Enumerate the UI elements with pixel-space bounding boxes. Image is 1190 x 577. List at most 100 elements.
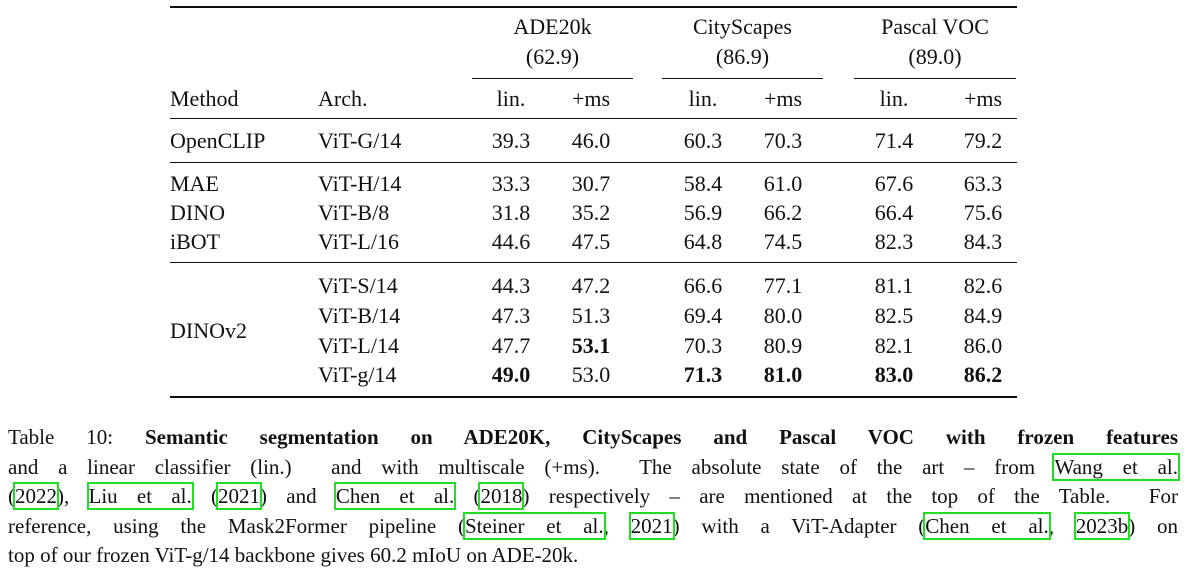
score: 47.2 [571, 273, 611, 298]
score: 35.2 [571, 200, 611, 225]
score: 47.5 [571, 229, 611, 254]
score: 86.0 [963, 333, 1003, 358]
score: 58.4 [683, 171, 723, 196]
group-header: ADE20k [513, 14, 592, 39]
caption-line: and a linear classifier (lin.) and with … [8, 453, 1180, 482]
caption-text: ) and [260, 484, 336, 508]
score: 81.0 [763, 362, 803, 387]
caption-text: ( [8, 484, 15, 508]
score: 33.3 [491, 171, 531, 196]
group-rule [854, 78, 1016, 79]
score: 82.1 [874, 333, 914, 358]
citation-link[interactable]: Steiner et al. [463, 512, 606, 540]
caption-text: ( [191, 484, 218, 508]
score: 39.3 [491, 128, 531, 153]
caption-line: top of our frozen ViT-g/14 backbone give… [8, 541, 1178, 570]
caption-text: and a linear classifier (lin.) and with … [8, 455, 1055, 479]
arch: ViT-L/16 [318, 229, 399, 254]
citation-link[interactable]: Chen et al. [923, 512, 1051, 540]
group-sota: (86.9) [715, 44, 770, 69]
table-rule [170, 262, 1017, 263]
score: 47.3 [491, 303, 531, 328]
score: 74.5 [763, 229, 803, 254]
caption-text: ) with a ViT-Adapter ( [672, 514, 926, 538]
score: 67.6 [874, 171, 914, 196]
caption-text: top of our frozen ViT-g/14 backbone give… [8, 543, 579, 567]
score: 83.0 [874, 362, 914, 387]
arch: ViT-S/14 [318, 273, 398, 298]
group-rule [662, 78, 823, 79]
score: 53.0 [571, 362, 611, 387]
table-rule [170, 396, 1017, 398]
score: 51.3 [571, 303, 611, 328]
score: 61.0 [763, 171, 803, 196]
citation-link[interactable]: 2022 [13, 482, 59, 510]
score: 66.2 [763, 200, 803, 225]
group-sota: (62.9) [525, 44, 580, 69]
score: 56.9 [683, 200, 723, 225]
table-rule [170, 162, 1017, 163]
score: 46.0 [571, 128, 611, 153]
caption-text: ), [57, 484, 89, 508]
score: 86.2 [963, 362, 1003, 387]
score: 44.3 [491, 273, 531, 298]
table-rule [170, 118, 1017, 119]
column-header: lin. [879, 86, 909, 111]
score: 80.9 [763, 333, 803, 358]
caption-text: Table 10: [8, 425, 145, 449]
arch: ViT-B/14 [318, 303, 401, 328]
group-header: Pascal VOC [881, 14, 989, 39]
citation-link[interactable]: 2018 [478, 482, 525, 510]
column-header: Method [170, 86, 239, 111]
column-header: +ms [763, 86, 803, 111]
caption-bold: Semantic segmentation on ADE20K, CitySca… [144, 425, 1178, 449]
method: OpenCLIP [170, 128, 266, 153]
citation-link[interactable]: Chen et al. [333, 482, 457, 510]
column-header: +ms [571, 86, 611, 111]
group-rule [472, 78, 633, 79]
score: 71.4 [874, 128, 914, 153]
group-sota: (89.0) [908, 44, 962, 69]
score: 66.6 [683, 273, 723, 298]
arch: ViT-B/8 [318, 200, 390, 225]
score: 66.4 [874, 200, 914, 225]
column-header: lin. [688, 86, 718, 111]
score: 69.4 [683, 303, 723, 328]
score: 75.6 [963, 200, 1003, 225]
method: DINO [170, 200, 225, 225]
score: 81.1 [874, 273, 914, 298]
table-rule [170, 6, 1017, 8]
citation-link[interactable]: Wang et al. [1052, 453, 1180, 481]
score: 70.3 [683, 333, 723, 358]
caption-text: , [1048, 514, 1076, 538]
score: 60.3 [683, 128, 723, 153]
score: 70.3 [763, 128, 803, 153]
score: 79.2 [963, 128, 1003, 153]
score: 71.3 [683, 362, 723, 387]
score: 82.5 [874, 303, 914, 328]
arch: ViT-L/14 [318, 333, 399, 358]
citation-link[interactable]: Liu et al. [86, 482, 194, 510]
score: 53.1 [571, 333, 611, 358]
score: 84.3 [963, 229, 1003, 254]
arch: ViT-H/14 [318, 171, 402, 196]
caption-text: , [603, 514, 631, 538]
citation-link[interactable]: 2021 [216, 482, 262, 510]
score: 80.0 [763, 303, 803, 328]
method: iBOT [170, 229, 221, 254]
column-header: Arch. [318, 86, 368, 111]
caption-line: Table 10: Semantic segmentation on ADE20… [8, 423, 1178, 452]
score: 63.3 [963, 171, 1003, 196]
score: 49.0 [491, 362, 531, 387]
score: 64.8 [683, 229, 723, 254]
caption-line: reference, using the Mask2Former pipelin… [8, 512, 1178, 541]
group-header: CityScapes [693, 14, 792, 39]
citation-link[interactable]: 2023b [1073, 512, 1131, 540]
score: 84.9 [963, 303, 1003, 328]
method: MAE [170, 171, 219, 196]
citation-link[interactable]: 2021 [628, 512, 675, 540]
score: 44.6 [491, 229, 531, 254]
caption-line: (2022), Liu et al. (2021) and Chen et al… [8, 482, 1178, 511]
score: 82.3 [874, 229, 914, 254]
